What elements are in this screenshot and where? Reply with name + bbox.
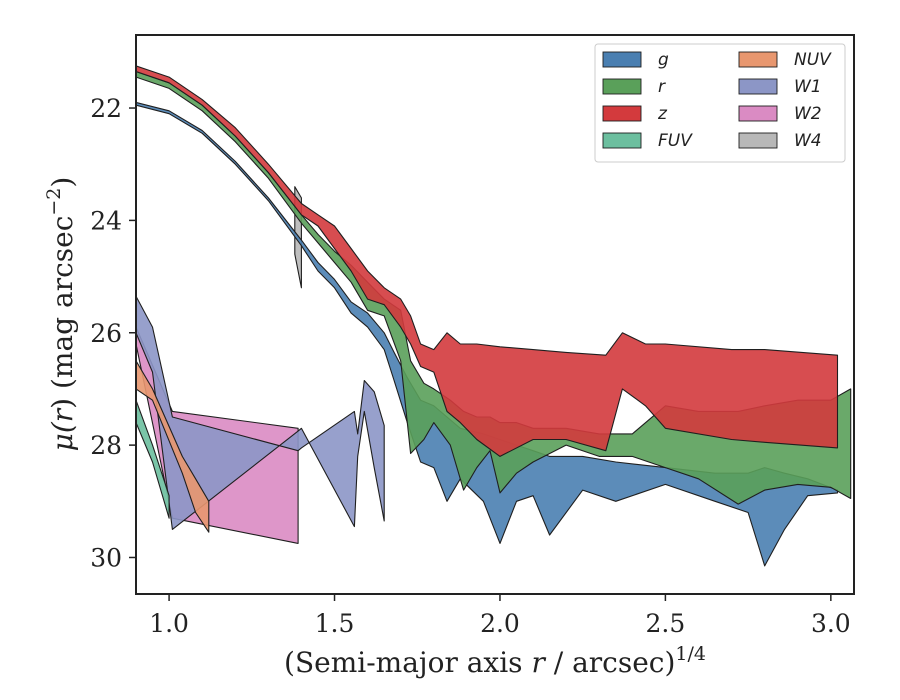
x-tick-label: 2.0: [480, 609, 520, 638]
x-tick-label: 1.5: [315, 609, 355, 638]
legend-label-w2: W2: [794, 104, 822, 124]
y-tick-label: 28: [90, 431, 122, 460]
y-tick-label: 30: [90, 543, 122, 572]
legend-label-fuv: FUV: [658, 131, 693, 151]
legend-label-g: g: [658, 50, 669, 70]
legend-swatch-z: [602, 105, 642, 122]
legend-swatch-w4: [738, 132, 778, 149]
series-band-nuv: [136, 360, 210, 533]
x-axis-label: (Semi-major axis r / arcsec)1/4: [284, 643, 706, 679]
series-layer: [136, 65, 852, 567]
legend-swatch-w1: [738, 78, 778, 95]
legend-swatch-fuv: [602, 132, 642, 149]
series-band-g: [136, 101, 839, 567]
x-tick-label: 2.5: [646, 609, 686, 638]
y-tick-label: 26: [90, 319, 122, 348]
y-axis-label: μ(r) (mag arcsec−2): [43, 177, 79, 452]
legend-label-r: r: [658, 77, 666, 97]
series-band-fuv: [136, 399, 170, 519]
legend-label-nuv: NUV: [794, 50, 832, 70]
legend-swatch-w2: [738, 105, 778, 122]
legend-box: [594, 43, 846, 163]
legend-label-z: z: [657, 104, 668, 124]
legend-label-w4: W4: [794, 131, 822, 151]
legend: grz FUV NUV W1 W2 W4: [594, 43, 846, 163]
legend-swatch-g: [602, 51, 642, 68]
x-tick-label: 3.0: [811, 609, 851, 638]
y-tick-label: 24: [90, 206, 122, 235]
series-band-w1: [136, 295, 385, 530]
x-tick-label: 1.0: [149, 609, 189, 638]
tick-layer: 1.0 1.5 2.0 2.5 3.0 22 24 26 28 30: [90, 94, 851, 638]
legend-swatch-r: [602, 78, 642, 95]
plot-frame: [135, 34, 855, 595]
legend-swatch-nuv: [738, 51, 778, 68]
y-tick-label: 22: [90, 94, 122, 123]
series-band-z: [136, 65, 839, 457]
legend-label-w1: W1: [794, 77, 822, 97]
